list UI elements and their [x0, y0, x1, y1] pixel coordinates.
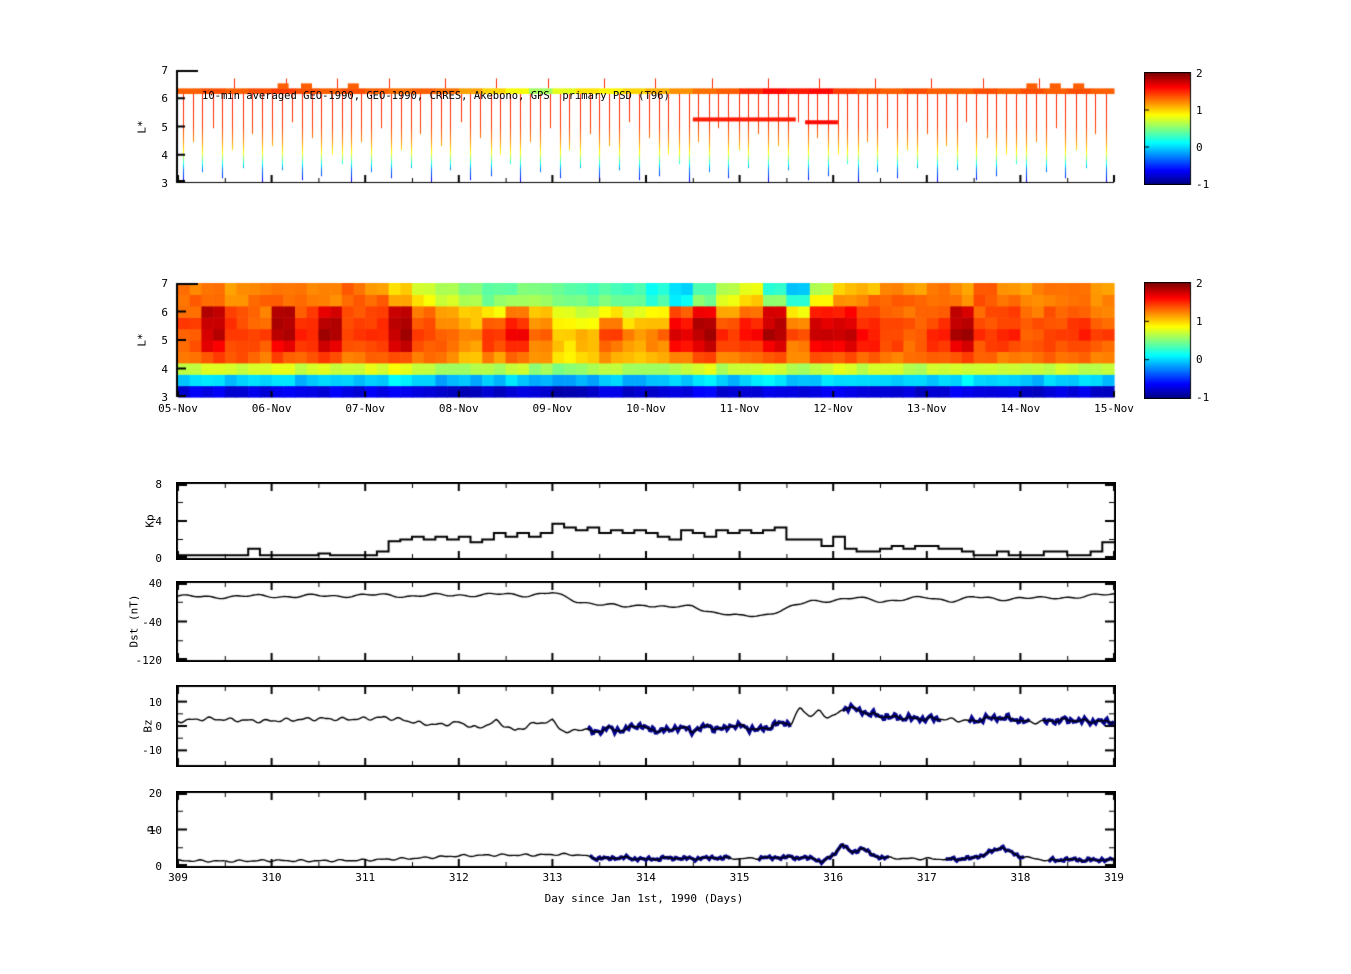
bz-ytick-label: 10 [148, 695, 162, 709]
date-tick-label: 07-Nov [345, 402, 386, 415]
psd-scatter-canvas [174, 68, 1116, 186]
p2-ytick-label: 4 [161, 362, 168, 376]
colorbar1-tick-label: -1 [1196, 178, 1210, 191]
day-tick-label: 314 [636, 871, 656, 884]
date-tick-label: 14-Nov [1000, 402, 1041, 415]
date-tick-label: 15-Nov [1094, 402, 1134, 415]
bz-panel-canvas [176, 685, 1116, 767]
xaxis-label: Day since Jan 1st, 1990 (Days) [544, 892, 744, 905]
kp-ytick-label: 8 [155, 478, 162, 491]
ylabel-bz: Bz [141, 719, 155, 733]
day-tick-label: 319 [1104, 871, 1124, 884]
colorbar1-tick-label: 2 [1196, 67, 1203, 80]
p1-ytick-label: 3 [161, 177, 168, 190]
ylabel-lstar-top: L* [135, 120, 149, 134]
day-tick-label: 316 [823, 871, 844, 884]
date-tick-label: 12-Nov [813, 402, 854, 415]
kp-ytick-label: 0 [155, 552, 162, 565]
p-panel-canvas [176, 791, 1116, 868]
day-tick-label: 311 [355, 871, 376, 884]
day-tick-label: 312 [448, 871, 469, 884]
colorbar2-tick-label: 0 [1196, 353, 1203, 366]
date-tick-label: 10-Nov [626, 402, 666, 415]
kp-panel-canvas [176, 482, 1116, 560]
p-ytick-label: 10 [148, 823, 162, 837]
p-ytick-label: 20 [148, 787, 162, 800]
kp-ytick-label: 4 [155, 515, 162, 528]
p2-ytick-label: 3 [161, 391, 168, 404]
dst-ytick-label: 40 [148, 577, 162, 590]
psd-heatmap-canvas [174, 281, 1116, 399]
colorbar-top-canvas [1144, 72, 1192, 185]
dst-panel-canvas [176, 581, 1116, 662]
dst-ytick-label: -120 [135, 654, 163, 667]
day-tick-label: 318 [1010, 871, 1031, 884]
p1-ytick-label: 5 [161, 120, 168, 134]
p2-ytick-label: 5 [161, 334, 168, 347]
ylabel-dst: Dst (nT) [127, 594, 141, 648]
plot-title: 10-min averaged GEO-1990, GEO-1990, CRRE… [202, 90, 670, 102]
date-tick-label: 05-Nov [158, 402, 198, 415]
date-tick-label: 13-Nov [906, 402, 947, 415]
day-tick-label: 309 [168, 871, 188, 884]
p1-ytick-label: 7 [161, 64, 168, 77]
date-tick-label: 09-Nov [532, 402, 573, 415]
bz-ytick-label: 0 [155, 720, 162, 733]
p-ytick-label: 0 [155, 860, 162, 873]
bz-ytick-label: -10 [142, 744, 162, 758]
ylabel-lstar-map: L* [135, 333, 149, 347]
p1-ytick-label: 6 [161, 92, 168, 106]
date-tick-label: 06-Nov [251, 402, 292, 415]
p2-ytick-label: 6 [161, 305, 168, 319]
colorbar2-tick-label: 1 [1196, 315, 1203, 328]
colorbar1-tick-label: 0 [1196, 141, 1203, 154]
day-tick-label: 315 [729, 871, 750, 884]
colorbar1-tick-label: 1 [1196, 104, 1203, 117]
colorbar2-tick-label: 2 [1196, 277, 1203, 290]
colorbar-bottom-canvas [1144, 282, 1192, 399]
dst-ytick-label: -40 [142, 615, 162, 629]
day-tick-label: 317 [916, 871, 937, 884]
day-tick-label: 313 [542, 871, 563, 884]
p1-ytick-label: 4 [161, 148, 168, 162]
colorbar2-tick-label: -1 [1196, 391, 1210, 404]
day-tick-label: 310 [261, 871, 282, 884]
p2-ytick-label: 7 [161, 277, 168, 290]
date-tick-label: 08-Nov [438, 402, 479, 415]
date-tick-label: 11-Nov [719, 402, 760, 415]
